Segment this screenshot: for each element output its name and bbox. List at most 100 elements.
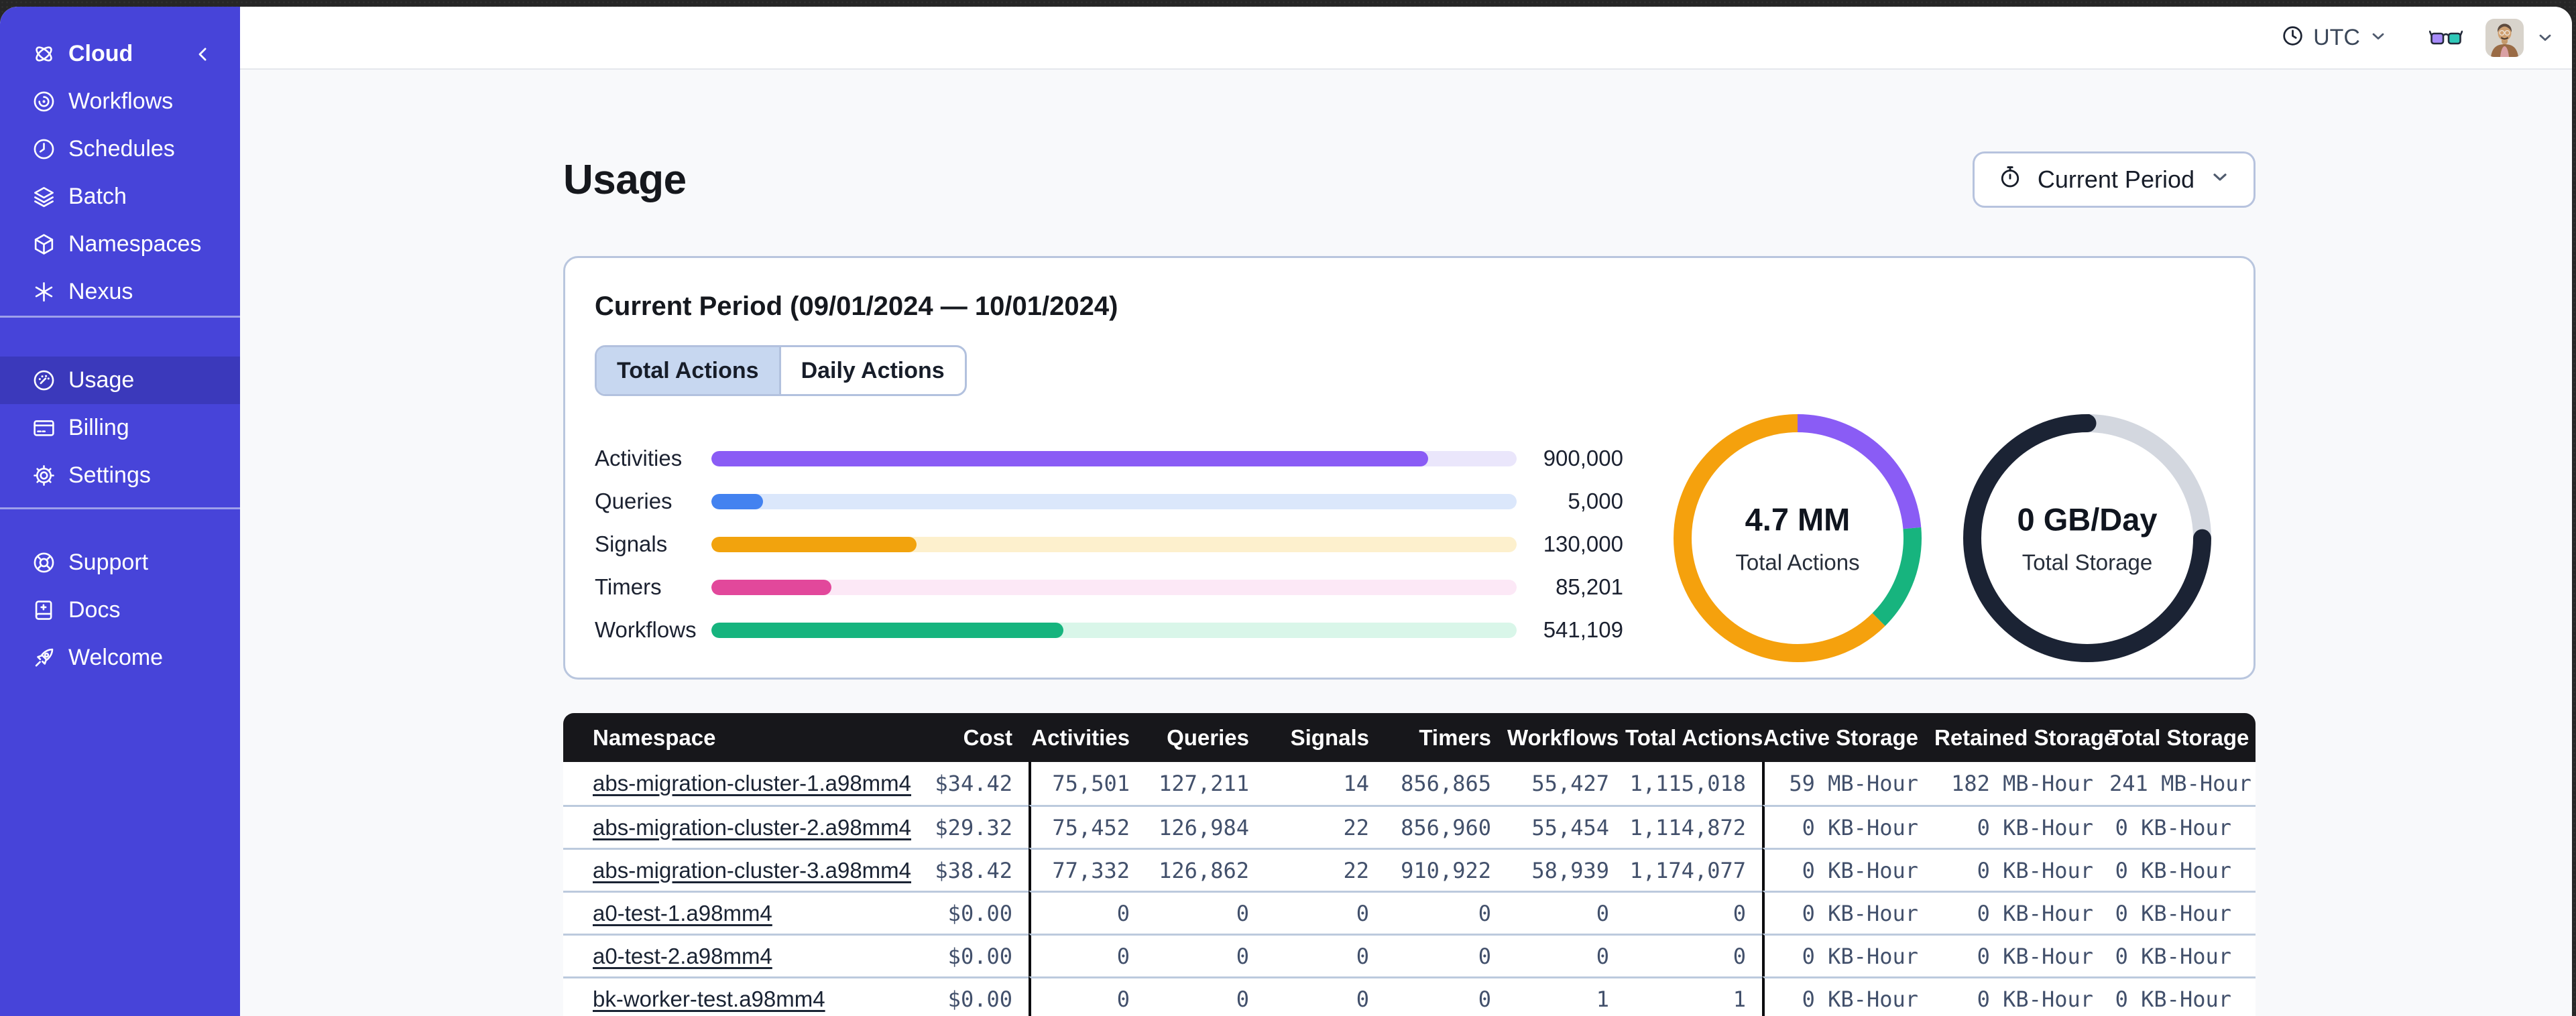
value-cell: 0 KB-Hour: [1762, 848, 1934, 891]
sidebar-item-support[interactable]: Support: [0, 539, 240, 586]
value-cell: 22: [1265, 805, 1385, 848]
tab-total-actions[interactable]: Total Actions: [597, 347, 781, 394]
sidebar-item-label: Billing: [68, 415, 129, 440]
table-row: bk-worker-test.a98mm4 $0.00 0 0 0 0 1 1 0 KB-Hou…: [563, 976, 2256, 1016]
bar-label: Timers: [595, 574, 662, 599]
namespace-link[interactable]: a0-test-1.a98mm4: [593, 900, 772, 926]
sidebar-brand[interactable]: Cloud: [0, 30, 240, 78]
value-cell: 55,427: [1507, 762, 1625, 805]
column-header-activities: Activities: [1029, 713, 1146, 762]
sidebar-item-docs[interactable]: Docs: [0, 586, 240, 634]
temporal-logo-icon: [32, 42, 56, 66]
sidebar-item-label: Settings: [68, 462, 151, 488]
value-cell: 1: [1625, 976, 1762, 1016]
sidebar-item-label: Welcome: [68, 645, 164, 670]
actions-bar-chart: Activities 900,000 Queries 5,000 Signals 130,…: [595, 437, 1623, 651]
bar-row-signals: Signals 130,000: [595, 523, 1623, 566]
value-cell: 0: [1625, 891, 1762, 934]
value-cell: 59 MB-Hour: [1762, 762, 1934, 805]
value-cell: 0 KB-Hour: [1934, 976, 2109, 1016]
value-cell: $0.00: [847, 891, 1029, 934]
sidebar-item-batch[interactable]: Batch: [0, 173, 240, 220]
bar-label: Activities: [595, 446, 683, 470]
sidebar-item-settings[interactable]: Settings: [0, 452, 240, 499]
sidebar-item-label: Namespaces: [68, 231, 202, 257]
total-actions-label: Total Actions: [1735, 550, 1860, 575]
sidebar-item-welcome[interactable]: Welcome: [0, 634, 240, 682]
timezone-selector[interactable]: UTC: [2281, 24, 2388, 51]
namespace-cell: a0-test-2.a98mm4: [563, 934, 847, 976]
column-header-queries: Queries: [1146, 713, 1265, 762]
bar-row-activities: Activities 900,000: [595, 437, 1623, 480]
collapse-sidebar-icon[interactable]: [193, 44, 213, 64]
total-storage-donut: 0 GB/Day Total Storage: [1946, 397, 2228, 679]
namespace-link[interactable]: abs-migration-cluster-2.a98mm4: [593, 814, 912, 840]
page-title: Usage: [563, 156, 687, 203]
layers-icon: [32, 184, 56, 209]
value-cell: 0: [1265, 976, 1385, 1016]
value-cell: 0: [1507, 934, 1625, 976]
sidebar-item-namespaces[interactable]: Namespaces: [0, 220, 240, 268]
value-cell: $29.32: [847, 805, 1029, 848]
app-window: UTC: [0, 7, 2572, 1016]
bar-track: [711, 493, 1517, 509]
bar-row-timers: Timers 85,201: [595, 566, 1623, 609]
table-row: abs-migration-cluster-3.a98mm4 $38.42 77,3…: [563, 848, 2256, 891]
bar-track: [711, 579, 1517, 595]
namespace-link[interactable]: a0-test-2.a98mm4: [593, 943, 772, 968]
value-cell: 0: [1029, 976, 1146, 1016]
value-cell: 0 KB-Hour: [2109, 891, 2256, 934]
period-selector-label: Current Period: [2037, 166, 2194, 193]
bar-fill: [711, 579, 831, 595]
period-selector-button[interactable]: Current Period: [1972, 151, 2256, 208]
value-cell: 0 KB-Hour: [1934, 934, 2109, 976]
sidebar-item-usage[interactable]: Usage: [0, 357, 240, 404]
bar-label: Signals: [595, 531, 668, 556]
value-cell: 0: [1385, 891, 1507, 934]
value-cell: 0: [1385, 976, 1507, 1016]
value-cell: 75,501: [1029, 762, 1146, 805]
sidebar-item-schedules[interactable]: Schedules: [0, 125, 240, 173]
bar-value: 130,000: [1543, 531, 1623, 556]
total-actions-value: 4.7 MM: [1745, 501, 1851, 537]
avatar[interactable]: [2485, 18, 2524, 57]
column-header-active-storage: Active Storage: [1762, 713, 1934, 762]
value-cell: $0.00: [847, 934, 1029, 976]
value-cell: 126,862: [1146, 848, 1265, 891]
user-menu-chevron-down-icon[interactable]: [2536, 28, 2555, 47]
tab-daily-actions[interactable]: Daily Actions: [801, 357, 945, 383]
value-cell: 0 KB-Hour: [2109, 848, 2256, 891]
sidebar-item-billing[interactable]: Billing: [0, 404, 240, 452]
namespace-cell: abs-migration-cluster-2.a98mm4: [563, 805, 911, 848]
namespace-link[interactable]: abs-migration-cluster-1.a98mm4: [593, 771, 912, 796]
value-cell: 126,984: [1146, 805, 1265, 848]
workflows-icon: [32, 89, 56, 114]
value-cell: 0: [1265, 891, 1385, 934]
value-cell: 0: [1146, 891, 1265, 934]
sidebar-item-workflows[interactable]: Workflows: [0, 78, 240, 125]
column-header-cost: Cost: [847, 713, 1029, 762]
value-cell: 1,174,077: [1625, 848, 1762, 891]
clock-icon: [32, 137, 56, 162]
bar-fill: [711, 536, 917, 552]
green-segment: [1674, 414, 1922, 662]
value-cell: 0: [1146, 934, 1265, 976]
namespace-link[interactable]: abs-migration-cluster-3.a98mm4: [593, 857, 912, 883]
stopwatch-icon: [1997, 164, 2023, 196]
sidebar-divider: [0, 316, 240, 318]
gear-icon: [32, 463, 56, 488]
value-cell: 58,939: [1507, 848, 1625, 891]
value-cell: 1,115,018: [1625, 762, 1762, 805]
sidebar-item-nexus[interactable]: Nexus: [0, 268, 240, 316]
namespace-link[interactable]: bk-worker-test.a98mm4: [593, 986, 825, 1011]
chevron-down-icon: [2369, 27, 2388, 49]
bar-value: 85,201: [1556, 574, 1623, 599]
total-actions-donut: 4.7 MM Total Actions: [1657, 397, 1938, 679]
bar-value: 900,000: [1543, 446, 1623, 470]
glasses-icon[interactable]: [2429, 27, 2463, 48]
total-storage-value: 0 GB/Day: [2017, 501, 2158, 537]
value-cell: 1: [1507, 976, 1625, 1016]
value-cell: 856,865: [1385, 762, 1507, 805]
actions-view-tabs: Total Actions Daily Actions: [595, 345, 967, 396]
